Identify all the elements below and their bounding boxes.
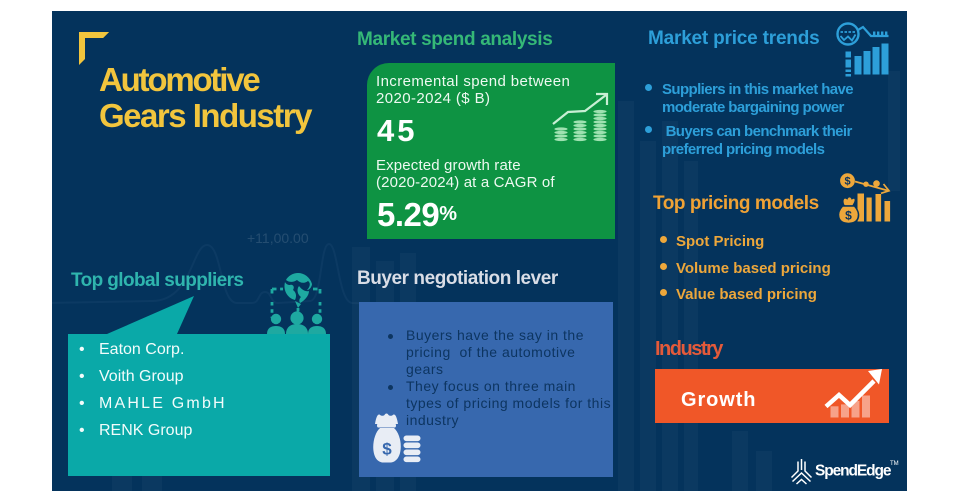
svg-text:$: $ xyxy=(845,209,852,223)
svg-text:TM: TM xyxy=(890,461,899,467)
svg-text:+11,00.00: +11,00.00 xyxy=(247,230,309,246)
svg-text:SpendEdge: SpendEdge xyxy=(815,463,892,480)
svg-text:$: $ xyxy=(844,176,850,188)
svg-text:$: $ xyxy=(382,440,392,459)
